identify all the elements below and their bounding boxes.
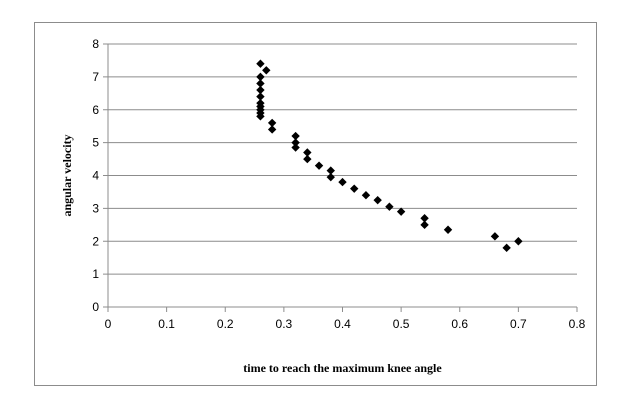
x-tick-label: 0.6	[451, 317, 468, 331]
data-point	[314, 161, 324, 170]
data-point	[385, 202, 394, 211]
y-tick-label: 3	[92, 201, 99, 215]
x-tick-label: 0.1	[158, 317, 175, 331]
data-point	[256, 108, 265, 118]
x-tick-label: 0.4	[334, 317, 351, 331]
data-point	[350, 184, 359, 193]
data-point	[256, 92, 265, 101]
x-tick-label: 0.5	[393, 317, 410, 331]
x-tick-label: 0.2	[217, 317, 234, 331]
y-tick-label: 2	[92, 234, 99, 248]
data-point	[514, 237, 523, 246]
data-point	[291, 131, 300, 141]
data-point	[267, 125, 277, 134]
data-point	[267, 118, 277, 128]
y-tick-label: 5	[92, 136, 99, 150]
y-tick-label: 0	[92, 300, 99, 314]
data-point	[396, 207, 406, 216]
data-point	[262, 66, 271, 75]
x-tick-label: 0.8	[569, 317, 586, 331]
data-point	[256, 59, 265, 68]
y-tick-label: 8	[92, 37, 99, 51]
data-point	[443, 225, 453, 234]
data-point	[373, 195, 382, 205]
y-tick-label: 1	[92, 267, 99, 281]
x-tick-label: 0.7	[510, 317, 527, 331]
x-tick-label: 0.3	[276, 317, 293, 331]
data-point	[256, 85, 265, 95]
data-point	[303, 154, 312, 164]
data-point	[502, 243, 511, 253]
x-tick-label: 0	[105, 317, 112, 331]
data-point	[420, 220, 429, 230]
data-point	[303, 148, 312, 157]
data-point	[326, 166, 335, 175]
data-point	[338, 177, 347, 187]
data-point	[420, 214, 429, 223]
data-point	[490, 232, 500, 241]
y-axis-title: angular velocity	[60, 134, 74, 216]
data-point	[326, 172, 335, 182]
y-tick-label: 7	[92, 70, 99, 84]
x-axis-title: time to reach the maximum knee angle	[243, 361, 442, 375]
chart-area: 0 1 2 3 4 5 6 7 8 0 0.1 0.2 0.3 0.4 0.5 0.6 0.7 0.8 time t…	[34, 22, 597, 386]
y-tick-label: 6	[92, 103, 99, 117]
y-tick-label: 4	[92, 169, 99, 183]
scatter-chart: 0 1 2 3 4 5 6 7 8 0 0.1 0.2 0.3 0.4 0.5 0.6 0.7 0.8 time t…	[60, 37, 586, 375]
data-point	[256, 102, 265, 111]
data-point	[291, 143, 300, 152]
data-point	[256, 79, 265, 88]
data-point	[256, 72, 265, 82]
data-point	[361, 191, 371, 200]
